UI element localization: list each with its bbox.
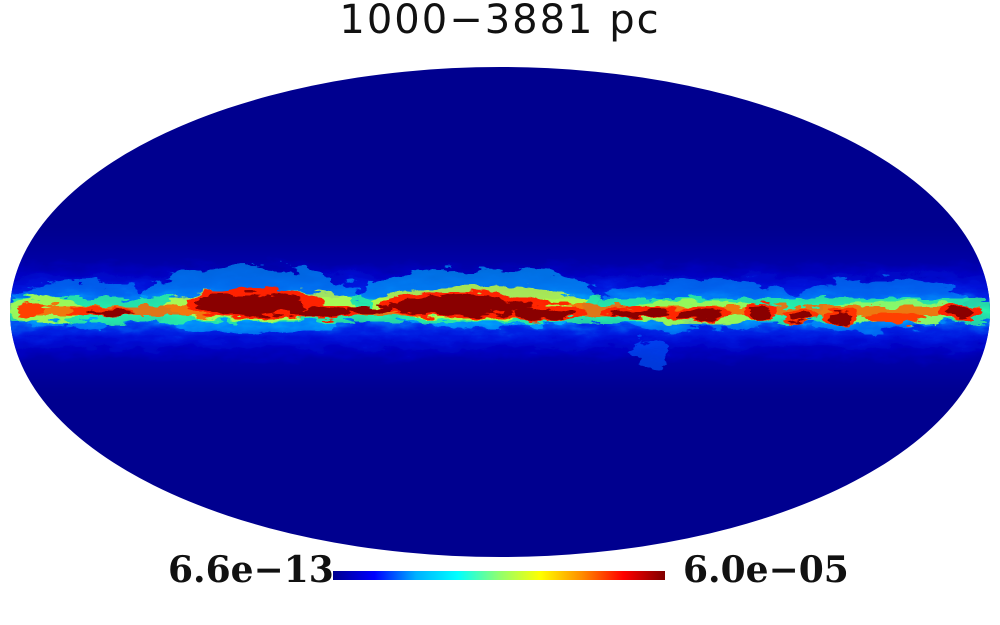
map-title: 1000−3881 pc (339, 0, 661, 43)
colorbar-min-label: 6.6e−13 (168, 549, 334, 591)
colorbar-max-label: 6.0e−05 (683, 549, 849, 591)
colorbar (333, 571, 665, 580)
galactic-plane-dense-cores (85, 293, 976, 323)
